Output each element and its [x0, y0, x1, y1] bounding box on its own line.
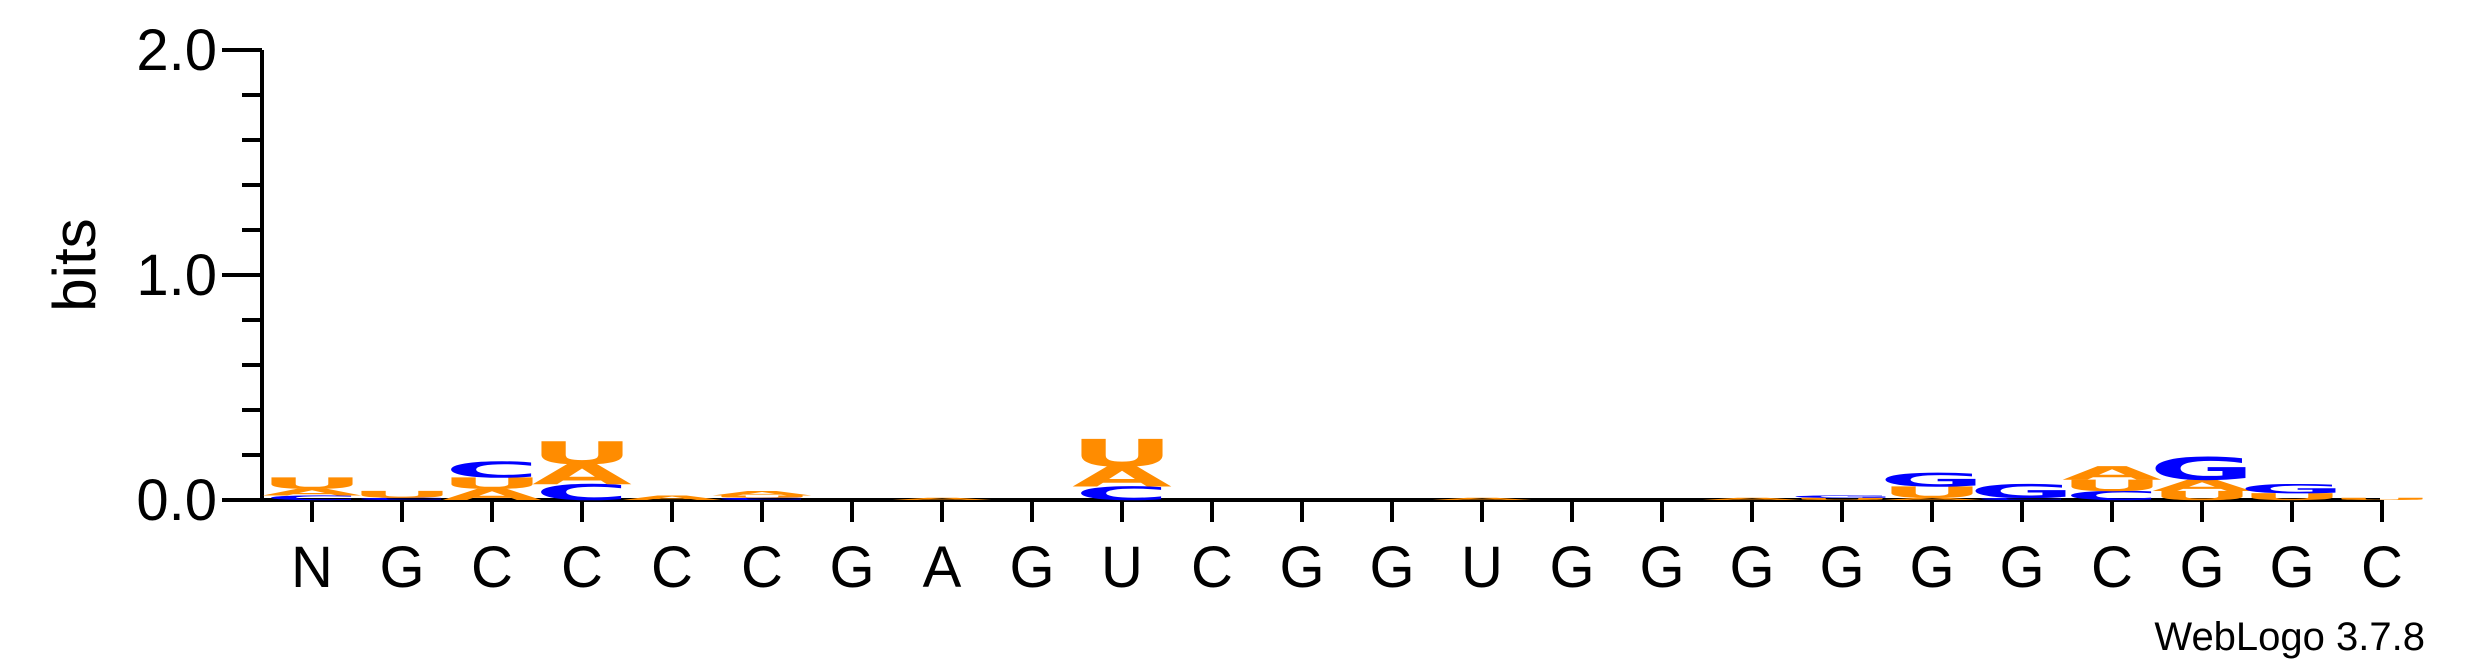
logo-letter-G: G	[1879, 469, 1985, 491]
x-tick-label: C	[2091, 535, 2133, 600]
letter-stack: A	[1432, 497, 1532, 501]
x-tick-label: C	[651, 535, 693, 600]
letter-stack: UAG	[2149, 451, 2255, 503]
logo-letter-C: C	[1075, 483, 1170, 505]
logo-letter-G: G	[1969, 480, 2075, 502]
logo-letter-A: A	[1882, 497, 1982, 501]
x-tick-label: G	[1009, 535, 1054, 600]
weblogo-version-label: WebLogo 3.7.8	[2154, 615, 2425, 659]
logo-letter-A: A	[1072, 461, 1172, 494]
x-tick-label: U	[1461, 535, 1503, 600]
letter-stack: CG	[1969, 480, 2075, 502]
x-tick-label: G	[1819, 535, 1864, 600]
logo-letter-U: U	[1070, 432, 1175, 475]
logo-letter-U: U	[2330, 497, 2435, 501]
logo-letter-A: A	[1432, 497, 1532, 501]
logo-letter-C: C	[355, 497, 450, 501]
logo-letter-C: C	[715, 497, 810, 501]
x-tick-label: G	[1639, 535, 1684, 600]
logo-letter-U: U	[260, 474, 365, 492]
logo-letter-C: C	[1975, 497, 2070, 501]
logo-letter-U: U	[350, 489, 455, 500]
x-tick-label: G	[1729, 535, 1774, 600]
logo-letter-G: G	[2149, 451, 2255, 487]
x-tick-label: C	[2361, 535, 2403, 600]
logo-letter-C: C	[2065, 488, 2160, 503]
letter-stack: CUA	[710, 490, 815, 501]
letter-stack: AUG	[1879, 469, 1985, 501]
y-tick-label: 0.0	[136, 468, 217, 533]
logo-letter-U: U	[1790, 497, 1895, 501]
letter-stack: CUA	[2060, 462, 2165, 503]
logo-letter-U: U	[2060, 477, 2165, 495]
letter-stack: A	[622, 494, 722, 501]
x-tick-label: C	[741, 535, 783, 600]
letter-stack: UG	[1789, 495, 1895, 501]
logo-letter-U: U	[440, 474, 545, 492]
logo-letter-A: A	[892, 497, 992, 501]
x-tick-label: G	[2179, 535, 2224, 600]
logo-letter-A: A	[532, 458, 632, 491]
letter-stack: CAU	[260, 474, 365, 501]
letter-stack: CAU	[1070, 432, 1175, 505]
letter-stack: CU	[350, 489, 455, 501]
x-tick-label: G	[1279, 535, 1324, 600]
logo-letter-G: G	[2239, 482, 2345, 497]
logo-letter-C: C	[535, 480, 630, 506]
x-tick-label: C	[471, 535, 513, 600]
logo-letter-A: A	[622, 494, 722, 501]
logo-letter-U: U	[2240, 491, 2345, 502]
logo-letter-A: A	[262, 487, 362, 498]
logo-letter-A: A	[712, 490, 812, 497]
letter-stack: UG	[2239, 482, 2345, 503]
letter-stack: U	[2330, 497, 2435, 501]
letter-stack: CAU	[530, 435, 635, 505]
logo-letter-G: G	[1789, 495, 1895, 499]
letter-stack: A	[1702, 497, 1802, 501]
x-tick-label: G	[829, 535, 874, 600]
x-tick-label: G	[1999, 535, 2044, 600]
y-axis: 0.0 1.0 2.0	[136, 18, 264, 533]
x-tick-label: G	[379, 535, 424, 600]
x-tick-label: N	[291, 535, 333, 600]
x-tick-label: G	[1909, 535, 1954, 600]
x-tick-label: C	[561, 535, 603, 600]
letter-stack: AUC	[440, 457, 545, 504]
logo-letter-A: A	[2152, 477, 2252, 495]
logo-letter-C: C	[265, 494, 360, 501]
y-axis-label: bits	[41, 218, 108, 311]
x-tick-label: G	[1549, 535, 1594, 600]
x-tick-label: A	[923, 535, 962, 600]
y-tick-label: 2.0	[136, 18, 217, 83]
x-tick-label: G	[1369, 535, 1414, 600]
logo-letter-A: A	[2062, 462, 2162, 484]
letter-stack: A	[892, 497, 992, 501]
logo-letter-C: C	[445, 457, 540, 483]
logo-letter-A: A	[442, 486, 542, 504]
logo-letter-U: U	[2150, 488, 2255, 503]
y-tick-label: 1.0	[136, 243, 217, 308]
logo-letter-U: U	[530, 435, 635, 471]
x-tick-label: C	[1191, 535, 1233, 600]
x-tick-label: G	[2269, 535, 2314, 600]
logo-letter-U: U	[710, 495, 815, 499]
logo-letter-A: A	[1702, 497, 1802, 501]
x-tick-label: U	[1101, 535, 1143, 600]
logo-letter-U: U	[1880, 483, 1985, 501]
